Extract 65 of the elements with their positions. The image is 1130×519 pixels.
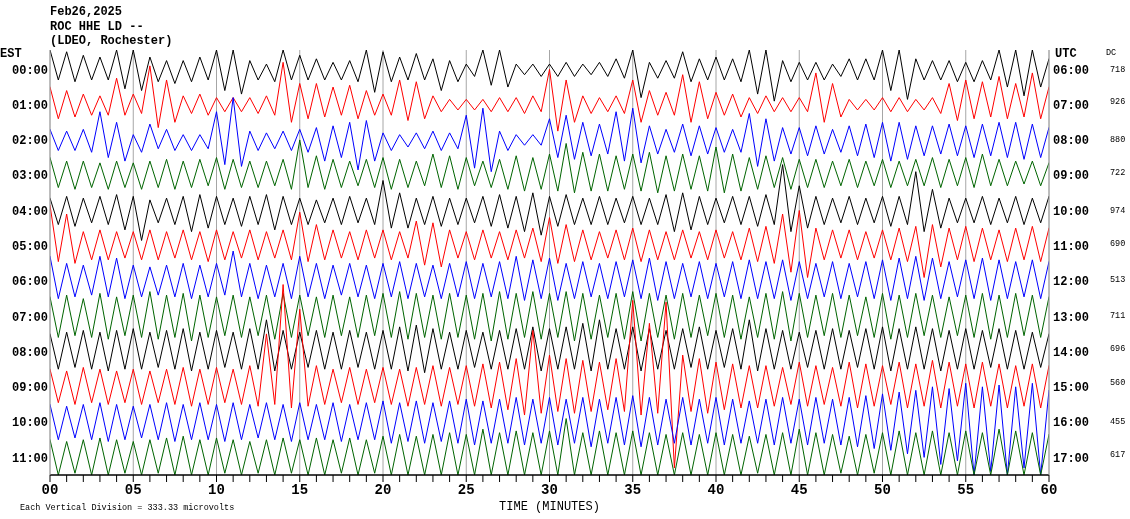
y-axis-title: EST	[0, 47, 22, 61]
text: Each Vertical Division = 333.33 microvolts	[20, 503, 235, 513]
y-tick-label: 06:00	[11, 275, 48, 290]
text: 880	[1110, 135, 1126, 146]
line-series	[50, 319, 1049, 374]
y-tick-label: 00:00	[11, 63, 48, 78]
x-tick-label: 45	[790, 481, 808, 498]
line-series	[50, 50, 1049, 102]
line-series	[50, 291, 1049, 342]
x-tick-label: 55	[957, 481, 975, 498]
line-series	[50, 139, 1049, 194]
text: 513	[1110, 274, 1126, 285]
y-tick-label: 08:00	[11, 345, 48, 360]
text: 690	[1110, 239, 1126, 250]
y-tick-label: 07:00	[11, 310, 48, 325]
line-series	[50, 250, 1049, 301]
x-tick-label: 60	[1040, 481, 1058, 498]
text: 617	[1110, 449, 1126, 460]
x-tick-label: 00	[41, 481, 59, 498]
y2-tick-label: 14:00	[1053, 345, 1090, 360]
x-axis-title: TIME (MINUTES)	[499, 500, 600, 514]
text: 722	[1110, 167, 1126, 178]
y-tick-label: 09:00	[11, 381, 48, 396]
text: 974	[1110, 205, 1126, 216]
x-tick-label: 20	[374, 481, 392, 498]
text: 718	[1110, 64, 1126, 75]
text: 711	[1110, 310, 1126, 321]
chart-subtitle: ROC HHE LD -- (LDEO, Rochester)	[50, 19, 173, 49]
x-tick-label: 25	[457, 481, 475, 498]
x-tick-label: 10	[208, 481, 225, 498]
y-tick-label: 11:00	[11, 451, 48, 466]
x-tick-label: 40	[707, 481, 725, 498]
chart-title: Feb26,2025	[50, 5, 123, 20]
text: 560	[1110, 378, 1126, 389]
y2-tick-label: 12:00	[1053, 275, 1090, 290]
x-tick-label: 05	[124, 481, 142, 498]
y2-tick-label: 06:00	[1053, 63, 1090, 78]
y2-tick-label: 13:00	[1053, 310, 1090, 325]
line-series	[50, 164, 1049, 241]
y-tick-label: 03:00	[11, 169, 48, 184]
text: 696	[1110, 344, 1126, 355]
line-series	[50, 61, 1049, 132]
y2-tick-label: 07:00	[1053, 98, 1090, 113]
text: 926	[1110, 97, 1126, 108]
x-tick-label: 35	[624, 481, 642, 498]
y-tick-label: 02:00	[11, 134, 48, 149]
y-tick-label: 10:00	[11, 416, 48, 431]
y2-tick-label: 10:00	[1053, 204, 1090, 219]
y2-tick-label: 08:00	[1053, 134, 1090, 149]
line-series	[50, 284, 1049, 469]
text: 455	[1110, 417, 1126, 428]
y2-tick-label: 15:00	[1053, 381, 1090, 396]
y2-tick-label: 17:00	[1053, 451, 1090, 466]
y2-tick-label: 16:00	[1053, 416, 1090, 431]
x-tick-label: 50	[874, 481, 891, 498]
x-tick-label: 30	[541, 481, 558, 498]
y2-tick-label: 09:00	[1053, 169, 1090, 184]
y2-tick-label: 11:00	[1053, 240, 1090, 255]
y-tick-label: 01:00	[11, 98, 48, 113]
legend-title: DC	[1106, 48, 1117, 58]
line-series	[50, 97, 1049, 173]
y2-axis-title: UTC	[1055, 47, 1077, 61]
y-tick-label: 04:00	[11, 204, 48, 219]
y-tick-label: 05:00	[11, 240, 48, 255]
x-tick-label: 15	[291, 481, 309, 498]
